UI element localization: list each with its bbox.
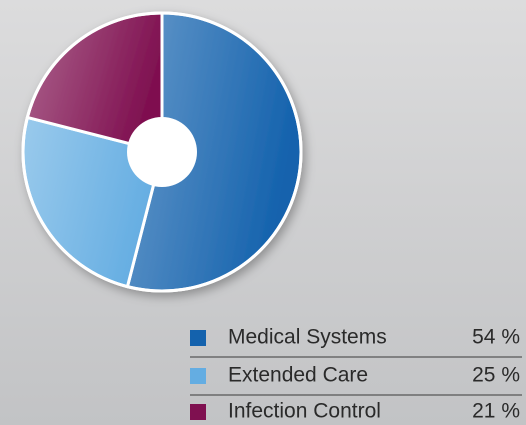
value-label: 54 % bbox=[472, 326, 520, 349]
legend-label: Extended Care bbox=[228, 364, 368, 387]
legend-label: Medical Systems bbox=[228, 326, 387, 349]
legend-swatch bbox=[190, 404, 206, 420]
legend-swatch bbox=[190, 368, 206, 384]
pie-outline bbox=[21, 11, 303, 293]
value-label: 25 % bbox=[472, 364, 520, 387]
donut-hole bbox=[127, 117, 197, 187]
pie bbox=[21, 11, 303, 293]
legend-label: Infection Control bbox=[228, 400, 381, 423]
value-label: 21 % bbox=[472, 400, 520, 423]
legend-swatch bbox=[190, 330, 206, 346]
